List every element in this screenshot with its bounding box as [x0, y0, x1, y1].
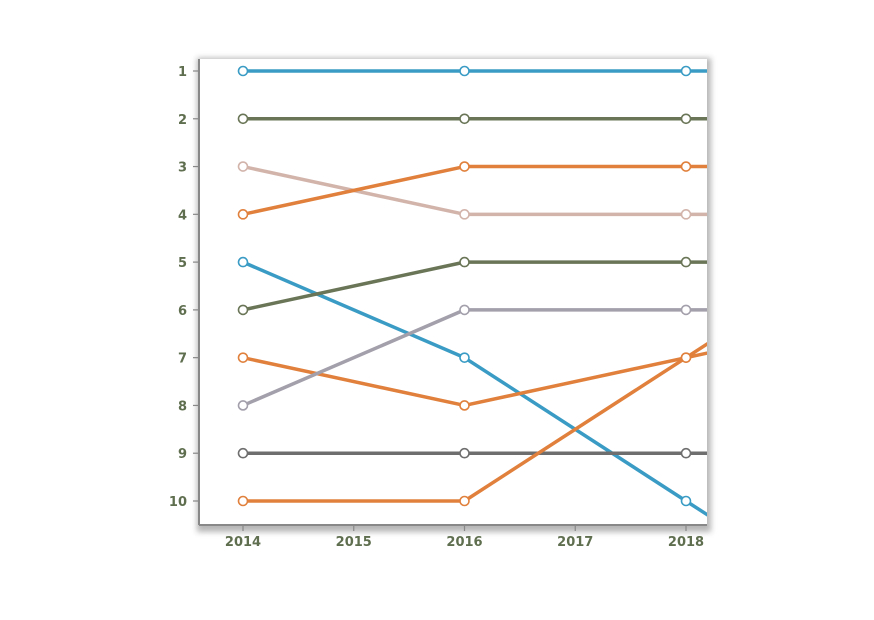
- data-point-series-10-2016: [459, 495, 470, 507]
- data-point-series-2-2014: [237, 113, 249, 125]
- data-point-series-3-2014: [237, 161, 249, 172]
- y-tick-label-4: 4: [178, 208, 187, 223]
- y-tick-label-6: 6: [178, 304, 187, 319]
- data-point-series-7-2016: [459, 400, 470, 411]
- data-point-series-5-2014: [237, 256, 249, 268]
- data-point-series-4-2014: [237, 209, 249, 220]
- series-line-7: [241, 351, 707, 408]
- series-line-10: [241, 341, 707, 503]
- tick-layer: 1 2 3 4 5 6 7 8 9 10 2014 2015 2016 2017 2018: [169, 65, 704, 550]
- x-tick-label-2018: 2018: [668, 535, 704, 550]
- data-point-series-1-2018: [680, 65, 692, 77]
- data-point-series-3-2016: [459, 209, 470, 220]
- y-tick-label-5: 5: [178, 256, 187, 271]
- data-point-series-9-2018: [680, 447, 692, 459]
- data-point-series-9-2016: [459, 447, 470, 459]
- data-point-series-4-2018: [680, 161, 692, 172]
- data-point-series-8-2018: [680, 304, 692, 316]
- series-layer: [241, 69, 707, 517]
- data-point-series-6-2018: [680, 256, 692, 268]
- data-point-series-10-2018: [680, 352, 692, 363]
- data-point-series-5-2016: [459, 352, 470, 363]
- data-point-series-3-2018: [680, 209, 692, 220]
- data-point-series-2-2016: [459, 113, 470, 125]
- y-tick-label-2: 2: [178, 113, 187, 128]
- data-point-series-8-2016: [459, 304, 470, 316]
- plot-area: [199, 59, 707, 525]
- data-point-series-4-2016: [459, 161, 470, 172]
- y-tick-label-10: 10: [169, 495, 187, 510]
- series-line-6: [241, 260, 707, 312]
- marker-layer: [237, 65, 692, 507]
- series-line-8: [241, 308, 707, 408]
- x-tick-label-2014: 2014: [225, 535, 261, 550]
- data-point-series-10-2014: [237, 495, 249, 507]
- x-tick-label-2017: 2017: [557, 535, 593, 550]
- x-tick-label-2016: 2016: [446, 535, 482, 550]
- y-tick-label-8: 8: [178, 399, 187, 414]
- y-tick-label-3: 3: [178, 161, 187, 176]
- data-point-series-6-2014: [237, 304, 249, 316]
- data-point-series-9-2014: [237, 447, 249, 459]
- y-tick-label-7: 7: [178, 352, 187, 367]
- data-point-series-1-2014: [237, 65, 249, 77]
- data-point-series-2-2018: [680, 113, 692, 125]
- data-point-series-6-2016: [459, 256, 470, 268]
- series-line-4: [241, 164, 707, 217]
- y-tick-label-1: 1: [178, 65, 187, 80]
- x-tick-label-2015: 2015: [336, 535, 372, 550]
- data-point-series-8-2014: [237, 400, 249, 411]
- y-tick-label-9: 9: [178, 447, 187, 462]
- data-point-series-1-2016: [459, 65, 470, 77]
- data-point-series-7-2014: [237, 352, 249, 363]
- data-point-series-5-2018: [680, 495, 692, 507]
